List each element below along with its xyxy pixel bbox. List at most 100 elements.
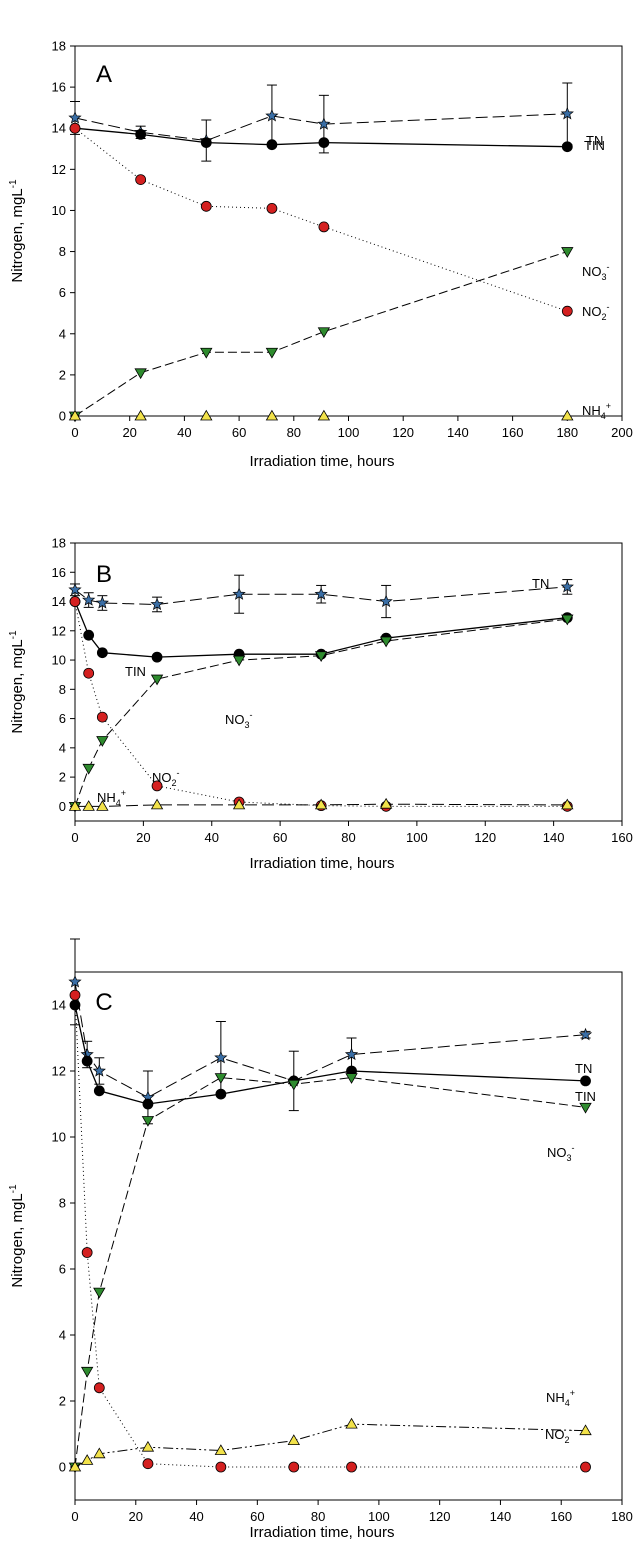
series-line-tin bbox=[74, 1004, 586, 1105]
series-label-nh4: NH4+ bbox=[97, 788, 126, 808]
data-point-no2 bbox=[81, 1247, 93, 1258]
data-point-nh4 bbox=[82, 800, 95, 811]
series-line-nh4 bbox=[75, 803, 568, 807]
series-line-no2 bbox=[74, 601, 568, 807]
x-tick-label: 40 bbox=[189, 1509, 203, 1524]
data-point-no3 bbox=[150, 674, 164, 686]
x-axis-title: Irradiation time, hours bbox=[249, 453, 394, 470]
data-point-nh4 bbox=[96, 800, 109, 811]
data-point-tn bbox=[560, 106, 574, 120]
x-tick-label: 100 bbox=[338, 425, 360, 440]
data-point-nh4 bbox=[345, 1417, 358, 1429]
y-tick-label: 6 bbox=[59, 711, 66, 726]
y-tick-label: 2 bbox=[59, 770, 66, 785]
data-point-tn bbox=[68, 974, 82, 988]
series-tn: TN bbox=[68, 938, 592, 1125]
x-tick-label: 0 bbox=[71, 830, 78, 845]
data-point-no3 bbox=[287, 1079, 300, 1091]
x-tick-label: 60 bbox=[250, 1509, 264, 1524]
data-point-nh4 bbox=[68, 409, 82, 421]
series-no2: NO2- bbox=[69, 989, 591, 1473]
x-tick-label: 20 bbox=[129, 1509, 143, 1524]
series-tin: TIN bbox=[69, 122, 605, 153]
data-point-nh4 bbox=[141, 1440, 155, 1452]
data-point-tn bbox=[317, 117, 331, 130]
data-point-no2 bbox=[288, 1461, 300, 1473]
y-tick-label: 18 bbox=[52, 536, 66, 551]
data-point-no2 bbox=[266, 202, 278, 214]
series-label-no2: NO2- bbox=[545, 1425, 573, 1445]
x-tick-label: 100 bbox=[406, 830, 428, 845]
x-tick-label: 60 bbox=[273, 830, 287, 845]
series-no3: NO3- bbox=[68, 1073, 592, 1474]
data-point-no3 bbox=[93, 1287, 106, 1299]
y-tick-label: 18 bbox=[52, 39, 66, 54]
x-tick-label: 100 bbox=[368, 1509, 390, 1524]
data-point-no3 bbox=[141, 1116, 155, 1127]
series-line-tin bbox=[74, 127, 568, 148]
x-tick-label: 160 bbox=[611, 830, 633, 845]
data-point-no2 bbox=[142, 1458, 154, 1470]
y-axis-title: Nitrogen, mgL-1 bbox=[8, 179, 26, 283]
series-label-tn: TN bbox=[575, 1061, 592, 1076]
data-point-nh4 bbox=[68, 1460, 82, 1472]
chart-panel-b: 0 2 4 6 8 10 12 14 16 18 0 20 40 60 80 100 120 140 160 Irra… bbox=[8, 536, 633, 873]
data-point-no3 bbox=[214, 1073, 228, 1084]
data-point-no3 bbox=[314, 651, 328, 662]
y-tick-label: 10 bbox=[52, 203, 66, 218]
y-tick-label: 14 bbox=[52, 121, 66, 136]
data-point-no3 bbox=[317, 327, 331, 339]
x-tick-label: 120 bbox=[429, 1509, 451, 1524]
panel-label: C bbox=[95, 989, 112, 1016]
series-no3: NO3- bbox=[68, 614, 574, 813]
data-point-tn bbox=[92, 1064, 106, 1077]
x-tick-label: 160 bbox=[550, 1509, 572, 1524]
y-tick-label: 8 bbox=[59, 1196, 66, 1211]
data-point-nh4 bbox=[317, 409, 331, 421]
series-line-tin bbox=[74, 601, 568, 658]
y-tick-label: 6 bbox=[59, 285, 66, 300]
y-tick-label: 10 bbox=[52, 1130, 66, 1145]
data-point-tn bbox=[265, 108, 279, 122]
x-axis-title: Irradiation time, hours bbox=[249, 1524, 394, 1541]
series-line-no3 bbox=[74, 618, 568, 807]
data-point-no3 bbox=[232, 655, 246, 667]
data-point-no3 bbox=[82, 763, 95, 775]
data-point-nh4 bbox=[232, 798, 246, 810]
data-point-no3 bbox=[561, 247, 574, 258]
y-tick-label: 16 bbox=[52, 565, 66, 580]
data-point-no2 bbox=[561, 305, 573, 317]
series-label-nh4: NH4+ bbox=[582, 401, 611, 421]
data-point-no2 bbox=[96, 711, 108, 723]
series-tn: TN bbox=[68, 574, 574, 619]
data-point-no2 bbox=[135, 174, 147, 186]
series-line-no2 bbox=[74, 127, 568, 312]
data-point-tin bbox=[215, 1088, 227, 1100]
data-point-no2 bbox=[318, 221, 330, 233]
series-label-tn: TN bbox=[532, 576, 549, 591]
data-point-tin bbox=[580, 1075, 591, 1087]
series-label-tin: TIN bbox=[575, 1089, 596, 1104]
series-label-no2: NO2- bbox=[582, 302, 610, 322]
x-tick-label: 140 bbox=[447, 425, 469, 440]
series-line-no2 bbox=[74, 995, 586, 1468]
data-point-tn bbox=[379, 594, 393, 608]
x-axis-title: Irradiation time, hours bbox=[249, 855, 394, 872]
x-tick-label: 40 bbox=[205, 830, 219, 845]
x-tick-label: 120 bbox=[474, 830, 496, 845]
data-point-nh4 bbox=[314, 798, 328, 810]
plot-frame bbox=[74, 971, 623, 1501]
data-point-tin bbox=[93, 1085, 105, 1097]
panel-label: A bbox=[96, 61, 112, 88]
data-point-tn bbox=[344, 1047, 359, 1061]
data-point-no3 bbox=[96, 736, 109, 747]
x-tick-label: 180 bbox=[611, 1509, 633, 1524]
data-point-no2 bbox=[69, 596, 81, 607]
series-no2: NO2- bbox=[69, 122, 610, 322]
series-tn: TN bbox=[68, 82, 603, 162]
data-point-no3 bbox=[379, 636, 393, 648]
y-tick-label: 8 bbox=[59, 244, 66, 259]
x-tick-label: 0 bbox=[71, 425, 78, 440]
